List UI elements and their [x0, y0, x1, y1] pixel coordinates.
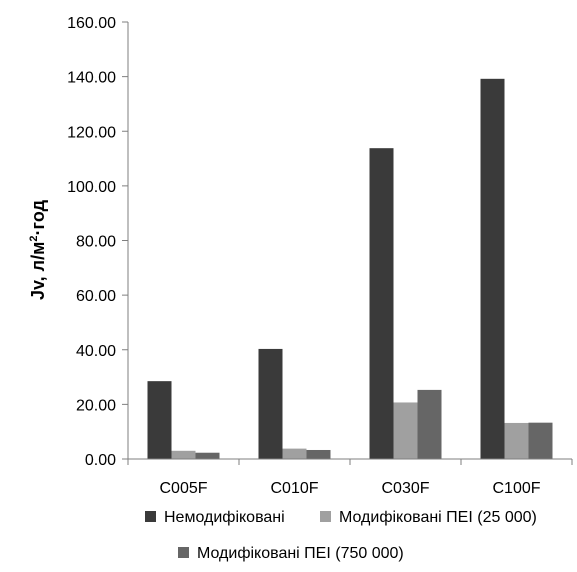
y-tick-label: 100.00 [67, 179, 116, 196]
y-tick-label: 20.00 [76, 397, 116, 414]
y-tick-label: 0.00 [85, 452, 116, 469]
y-axis: 0.00 20.00 40.00 60.00 80.00 100.00 120.00 140.… [67, 15, 129, 469]
y-tick-label: 160.00 [67, 15, 116, 32]
x-axis: C005F C010F C030F C100F [127, 458, 573, 497]
bar-1-c005f [147, 381, 172, 459]
bar-1-c030f [369, 148, 394, 459]
bar-1-c010f [258, 348, 283, 459]
x-category-label: C030F [381, 480, 429, 497]
legend-swatch-3 [178, 547, 189, 558]
bars [147, 78, 553, 459]
bar-3-c030f [417, 389, 442, 459]
legend-label-3: Модифіковані ПЕІ (750 000) [197, 545, 404, 562]
legend-swatch-1 [145, 511, 156, 522]
legend: Немодифіковані Модифіковані ПЕІ (25 000) М… [145, 509, 537, 562]
y-tick-label: 40.00 [76, 343, 116, 360]
y-tick-label: 80.00 [76, 234, 116, 251]
legend-label-2: Модифіковані ПЕІ (25 000) [339, 509, 537, 526]
y-tick-label: 140.00 [67, 70, 116, 87]
bar-3-c100f [528, 422, 553, 459]
legend-swatch-2 [320, 511, 331, 522]
y-axis-label: Jv, л/м2·год [28, 199, 48, 300]
y-axis-label-main: Jv, л/м [28, 242, 48, 300]
y-axis-label-tail: ·год [28, 199, 48, 235]
x-category-label: C010F [270, 480, 318, 497]
bar-2-c030f [393, 402, 418, 459]
x-category-label: C100F [492, 480, 540, 497]
bar-3-c010f [306, 449, 331, 459]
bar-2-c100f [504, 422, 529, 459]
bar-1-c100f [480, 78, 505, 459]
y-axis-label-sup: 2 [28, 235, 40, 241]
x-category-label: C005F [159, 480, 207, 497]
y-tick-label: 60.00 [76, 288, 116, 305]
bar-2-c005f [171, 450, 196, 459]
y-tick-label: 120.00 [67, 124, 116, 141]
bar-3-c005f [195, 452, 220, 459]
legend-label-1: Немодифіковані [164, 509, 285, 526]
bar-2-c010f [282, 448, 307, 459]
